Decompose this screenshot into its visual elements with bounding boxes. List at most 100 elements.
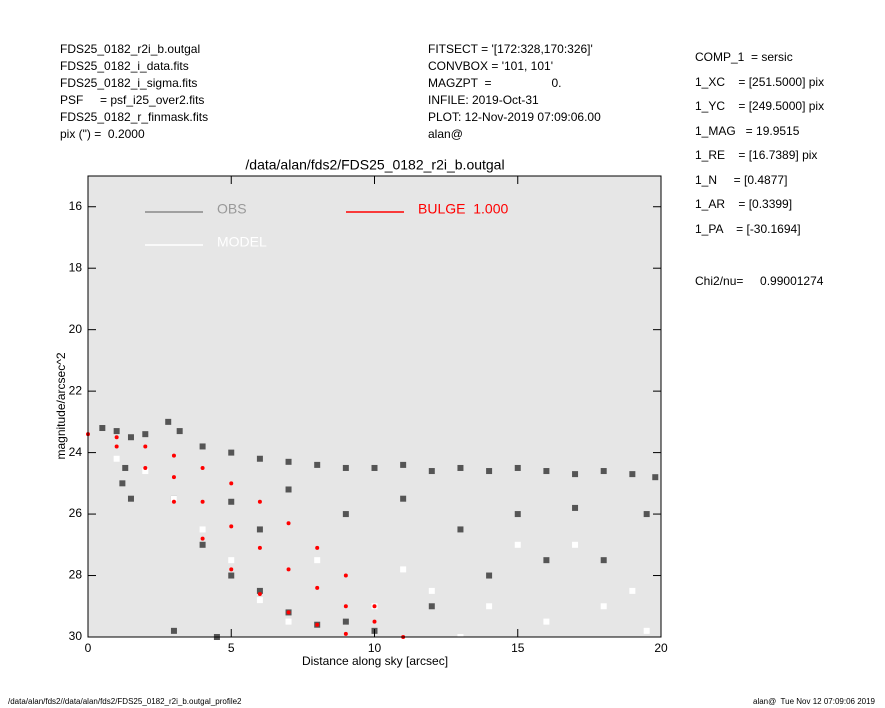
point bbox=[176, 428, 183, 435]
point bbox=[285, 618, 292, 625]
point bbox=[314, 461, 321, 468]
point bbox=[228, 449, 235, 456]
point bbox=[256, 455, 263, 462]
point bbox=[342, 511, 349, 518]
point bbox=[114, 444, 119, 449]
header-line: FDS25_0182_i_sigma.fits bbox=[60, 76, 198, 90]
header-line: MAGZPT = 0. bbox=[428, 76, 562, 90]
y-tick-label: 30 bbox=[69, 629, 83, 643]
point bbox=[229, 524, 234, 529]
point bbox=[457, 464, 464, 471]
point bbox=[572, 504, 579, 511]
header-line: 1_YC = [249.5000] pix bbox=[695, 99, 825, 113]
header-line: COMP_1 = sersic bbox=[695, 50, 793, 64]
header-left: FDS25_0182_r2i_b.outgal FDS25_0182_i_data… bbox=[60, 42, 208, 144]
header-right: COMP_1 = sersic 1_XC = [251.5000] pix 1_YC… bbox=[695, 50, 824, 246]
x-tick-label: 15 bbox=[511, 641, 525, 655]
point bbox=[486, 468, 493, 475]
x-tick-label: 20 bbox=[654, 641, 668, 655]
point bbox=[600, 557, 607, 564]
point bbox=[372, 619, 377, 624]
point bbox=[543, 557, 550, 564]
footer-right: alan@ Tue Nov 12 07:09:06 2019 bbox=[753, 697, 875, 706]
point bbox=[342, 464, 349, 471]
header-line: 1_N = [0.4877] bbox=[695, 172, 788, 187]
point bbox=[257, 545, 262, 550]
point bbox=[127, 434, 134, 441]
point bbox=[113, 428, 120, 435]
point bbox=[286, 567, 291, 572]
point bbox=[572, 471, 579, 478]
point bbox=[199, 443, 206, 450]
point bbox=[170, 627, 177, 634]
legend-label: BULGE 1.000 bbox=[418, 201, 508, 217]
point bbox=[315, 622, 320, 627]
y-tick-label: 24 bbox=[69, 445, 83, 459]
point bbox=[200, 499, 205, 504]
header-line: FDS25_0182_i_data.fits bbox=[60, 59, 189, 73]
y-tick-label: 28 bbox=[69, 568, 83, 582]
point bbox=[256, 587, 263, 594]
y-tick-label: 16 bbox=[69, 199, 83, 213]
point bbox=[171, 499, 176, 504]
point bbox=[514, 511, 521, 518]
point bbox=[652, 474, 659, 481]
point bbox=[371, 464, 378, 471]
point bbox=[228, 572, 235, 579]
header-line: FITSECT = '[172:328,170:326]' bbox=[428, 42, 593, 56]
header-line: 1_RE = [16.7389] pix bbox=[695, 148, 818, 162]
point bbox=[143, 465, 148, 470]
point bbox=[122, 464, 129, 471]
y-tick-label: 18 bbox=[69, 260, 83, 274]
point bbox=[643, 627, 650, 634]
legend-label: OBS bbox=[217, 201, 247, 217]
header-line: alan@ bbox=[428, 127, 463, 141]
point bbox=[142, 431, 149, 438]
legend-label: MODEL bbox=[217, 234, 267, 250]
y-tick-label: 26 bbox=[69, 506, 83, 520]
point bbox=[113, 455, 120, 462]
point bbox=[343, 604, 348, 609]
point bbox=[257, 591, 262, 596]
point bbox=[343, 631, 348, 636]
point bbox=[457, 526, 464, 533]
point bbox=[514, 464, 521, 471]
point bbox=[400, 495, 407, 502]
point bbox=[170, 495, 177, 502]
footer-left: /data/alan/fds2//data/alan/fds2/FDS25_01… bbox=[8, 697, 242, 706]
point bbox=[200, 536, 205, 541]
point bbox=[257, 499, 262, 504]
x-tick-label: 10 bbox=[368, 641, 382, 655]
point bbox=[643, 511, 650, 518]
header-line: 1_PA = [-30.1694] bbox=[695, 221, 801, 236]
point bbox=[256, 597, 263, 604]
header-line: FDS25_0182_r_finmask.fits bbox=[60, 110, 209, 124]
point bbox=[229, 481, 234, 486]
point bbox=[428, 468, 435, 475]
point bbox=[600, 603, 607, 610]
point bbox=[286, 521, 291, 526]
header-line: CONVBOX = '101, 101' bbox=[428, 59, 553, 73]
chi-text: Chi2/nu= 0.99001274 bbox=[695, 274, 824, 288]
point bbox=[315, 545, 320, 550]
header-middle: FITSECT = '[172:328,170:326]' CONVBOX = '… bbox=[428, 42, 601, 144]
point bbox=[143, 444, 148, 449]
point bbox=[99, 425, 106, 432]
header-line: PLOT: 12-Nov-2019 07:09:06.00 bbox=[428, 110, 601, 124]
point bbox=[428, 603, 435, 610]
point bbox=[228, 557, 235, 564]
x-axis-label: Distance along sky [arcsec] bbox=[302, 654, 448, 668]
header-line: FDS25_0182_r2i_b.outgal bbox=[60, 42, 201, 56]
point bbox=[400, 566, 407, 573]
y-axis-label: magnitude/arcsec^2 bbox=[54, 352, 68, 459]
point bbox=[600, 468, 607, 475]
point bbox=[400, 461, 407, 468]
point bbox=[543, 618, 550, 625]
point bbox=[114, 435, 119, 440]
point bbox=[372, 604, 377, 609]
header-line: INFILE: 2019-Oct-31 bbox=[428, 93, 539, 107]
point bbox=[315, 585, 320, 590]
point bbox=[127, 495, 134, 502]
point bbox=[142, 468, 149, 475]
